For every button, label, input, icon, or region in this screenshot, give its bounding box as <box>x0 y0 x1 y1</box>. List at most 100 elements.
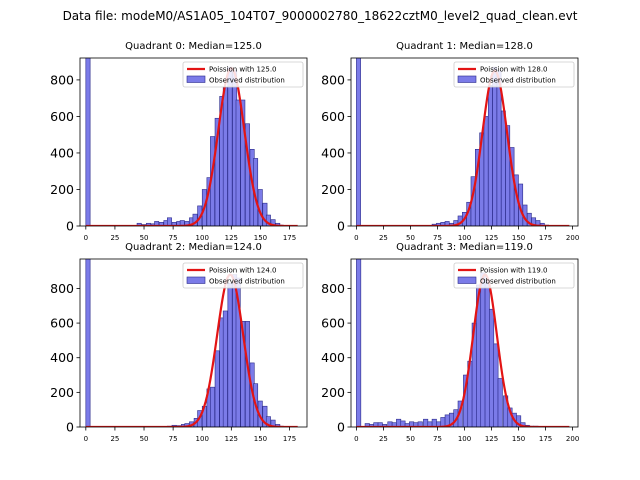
x-tick-label: 50 <box>406 234 415 242</box>
histogram-bar <box>480 272 486 427</box>
histogram-bar <box>487 85 493 226</box>
x-tick-label: 25 <box>110 234 119 242</box>
legend-label-poisson: Poission with 128.0 <box>480 66 548 74</box>
y-tick-label: 200 <box>50 182 74 197</box>
x-tick-label: 0 <box>84 435 88 443</box>
x-tick-label: 25 <box>110 435 119 443</box>
x-tick-label: 75 <box>433 435 442 443</box>
histogram-bar <box>214 117 220 226</box>
quadrant-2-title: Quadrant 2: Median=124.0 <box>125 242 262 253</box>
histogram-bar <box>431 418 437 427</box>
legend: Poission with 128.0 Observed distribution <box>453 61 575 88</box>
legend-bar-swatch <box>186 276 206 284</box>
histogram-bar <box>240 321 246 427</box>
y-tick-label: 600 <box>50 109 74 124</box>
legend-box <box>453 262 575 289</box>
histogram-bar <box>214 350 220 427</box>
y-tick-label: 400 <box>50 350 74 365</box>
x-tick-label: 175 <box>283 435 296 443</box>
y-tick-label: 200 <box>321 182 345 197</box>
x-tick-label: 125 <box>225 234 238 242</box>
histogram-bar <box>417 421 423 427</box>
quadrant-3-plot-area <box>356 259 570 427</box>
histogram-bar <box>184 221 190 226</box>
y-tick-label: 600 <box>321 109 345 124</box>
histogram-bar <box>489 308 495 427</box>
histogram-bar <box>270 419 276 427</box>
y-tick-label: 0 <box>337 420 345 435</box>
poisson-curve <box>85 273 298 427</box>
x-tick-label: 125 <box>225 435 238 443</box>
y-tick-label: 600 <box>321 316 345 331</box>
legend-label-observed: Observed distribution <box>480 278 556 286</box>
x-tick-label: 150 <box>254 234 267 242</box>
histogram-bar <box>262 202 268 226</box>
x-tick-label: 100 <box>196 234 209 242</box>
y-tick-label: 0 <box>66 420 74 435</box>
histogram-bar <box>222 86 228 226</box>
histogram-bar <box>484 279 490 427</box>
histogram-bar <box>423 418 429 427</box>
histogram-bar <box>227 66 233 226</box>
legend-bar-swatch <box>186 75 206 83</box>
histogram-bar <box>167 217 172 226</box>
poisson-curve <box>356 69 570 226</box>
y-tick-label: 800 <box>321 281 345 296</box>
legend-label-poisson: Poission with 125.0 <box>209 66 277 74</box>
y-tick-label: 400 <box>321 145 345 160</box>
x-tick-label: 50 <box>406 435 415 443</box>
quadrant-1-title: Quadrant 1: Median=128.0 <box>396 41 533 52</box>
histogram-bar <box>356 58 361 226</box>
histogram-bar <box>382 424 388 427</box>
histogram-bar <box>500 110 506 226</box>
x-tick-label: 150 <box>512 435 525 443</box>
x-tick-label: 75 <box>169 234 178 242</box>
poisson-curve <box>85 66 298 226</box>
legend-label-observed: Observed distribution <box>209 278 285 286</box>
legend: Poission with 124.0 Observed distribution <box>182 262 304 289</box>
histogram-bar <box>483 116 489 226</box>
legend-box <box>182 262 304 289</box>
x-tick-label: 50 <box>140 234 149 242</box>
x-tick-label: 200 <box>566 435 579 443</box>
x-tick-label: 150 <box>512 234 525 242</box>
quadrant-3-panel: 0 25 50 75 100 125 150 175 200 0 200 400 600 800 Quadr… <box>321 242 579 443</box>
quadrant-2-panel: 0 25 50 75 100 125 150 175 0 200 400 600 800 Quadrant… <box>50 242 308 443</box>
x-tick-label: 0 <box>354 435 358 443</box>
axes-frame <box>79 258 308 428</box>
histogram-bar <box>245 123 250 226</box>
histogram-bar <box>356 259 362 427</box>
y-tick-label: 0 <box>66 219 74 234</box>
histogram-bar <box>496 70 502 226</box>
quadrant-1-panel: 0 25 50 75 100 125 150 175 200 0 200 400 600 800 Quadr… <box>321 41 579 242</box>
x-tick-label: 200 <box>566 234 579 242</box>
y-tick-label: 800 <box>321 72 345 87</box>
histogram-bar <box>222 310 228 427</box>
legend-box <box>453 61 575 88</box>
histogram-bar <box>179 220 185 226</box>
x-tick-label: 25 <box>379 435 388 443</box>
y-tick-label: 200 <box>50 385 74 400</box>
x-tick-label: 100 <box>196 435 209 443</box>
legend: Poission with 119.0 Observed distribution <box>453 262 575 289</box>
y-tick-label: 200 <box>321 385 345 400</box>
quadrant-2-plot-area <box>85 259 298 427</box>
legend-bar-swatch <box>457 75 477 83</box>
quadrant-0-panel: 0 25 50 75 100 125 150 175 0 200 400 600 800 Quadrant… <box>50 41 308 242</box>
x-tick-label: 125 <box>485 234 498 242</box>
histogram-bar <box>396 418 402 427</box>
legend-box <box>182 61 304 88</box>
x-tick-label: 100 <box>458 435 471 443</box>
x-tick-label: 75 <box>169 435 178 443</box>
x-tick-label: 25 <box>379 234 388 242</box>
histogram-bar <box>240 99 246 226</box>
y-tick-label: 800 <box>50 281 74 296</box>
x-tick-label: 75 <box>433 234 442 242</box>
y-tick-label: 0 <box>337 219 345 234</box>
histogram-bar <box>154 221 160 226</box>
y-tick-label: 400 <box>321 350 345 365</box>
x-tick-label: 175 <box>539 234 552 242</box>
legend-label-poisson: Poission with 124.0 <box>209 267 277 275</box>
quadrant-1-plot-area <box>356 58 570 226</box>
